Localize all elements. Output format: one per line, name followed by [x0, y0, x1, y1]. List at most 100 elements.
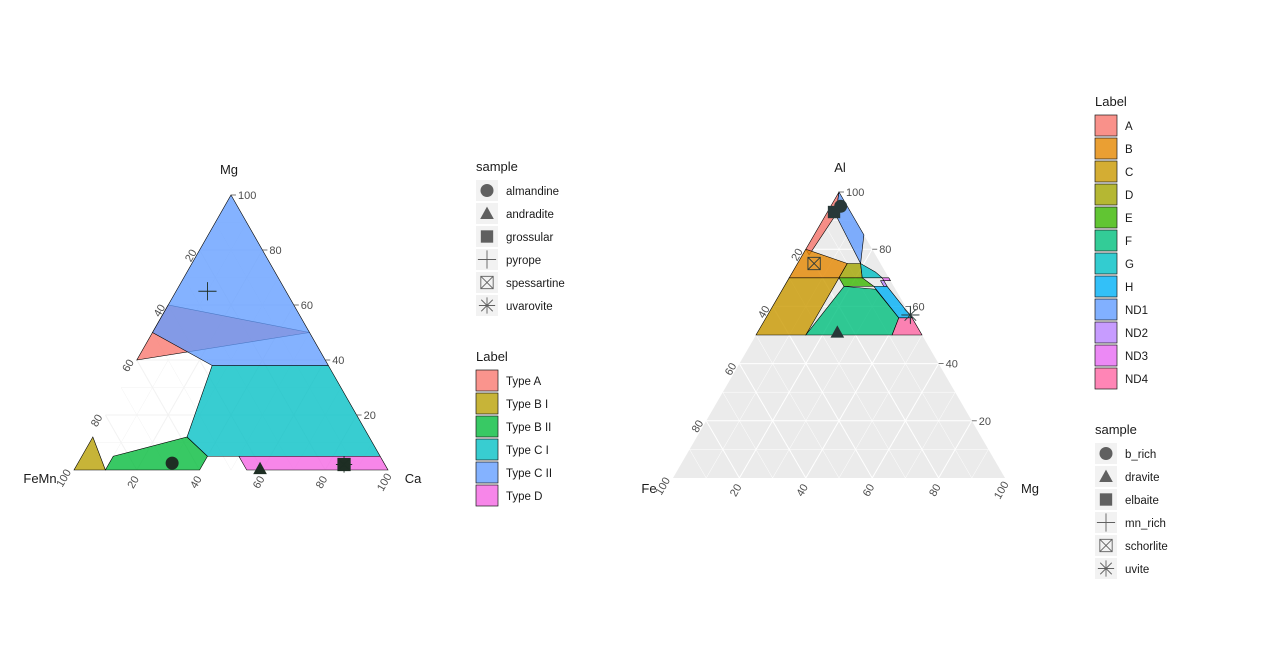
legend-key	[1094, 252, 1118, 275]
axis-label-right: Mg	[1021, 481, 1039, 496]
sample-point-4	[198, 282, 217, 301]
legend-item-label: A	[1125, 121, 1133, 133]
legend-key	[1094, 206, 1118, 229]
sample-point-2	[253, 461, 267, 475]
tick-right-4: 80	[927, 482, 944, 499]
region-11	[881, 277, 891, 281]
legend-key	[477, 250, 497, 269]
sample-point-2	[830, 325, 845, 338]
legend-key	[1094, 160, 1118, 183]
tick-left-4: 80	[89, 413, 106, 430]
legend-item-label: ND2	[1125, 328, 1148, 340]
tick-top-4: 80	[269, 245, 281, 257]
sample-point-1	[165, 456, 179, 470]
legend-item-label: Type A	[506, 376, 541, 388]
legend-item-label: elbaite	[1125, 495, 1159, 507]
tick-right-2: 40	[794, 482, 811, 499]
legend-label: Label Type A Type B I Type B II Type C I Type…	[475, 349, 552, 507]
region-2	[73, 436, 106, 471]
region-4	[186, 365, 381, 457]
tick-top-2: 40	[332, 355, 344, 367]
legend-key	[475, 392, 499, 415]
regions	[755, 191, 923, 336]
legend-key	[480, 275, 494, 290]
tick-left-5: 100	[54, 468, 74, 490]
tick-left-2: 40	[152, 303, 169, 320]
legend-item-label: grossular	[506, 232, 553, 244]
tick-right-5: 100	[375, 472, 395, 494]
sample-points	[165, 282, 353, 475]
legend-item-label: uvarovite	[506, 301, 553, 313]
legend-item-label: Type C II	[506, 468, 552, 480]
legend-key	[1099, 538, 1113, 553]
legend-key	[480, 206, 494, 220]
legend-key	[1094, 275, 1118, 298]
region-6	[238, 455, 389, 471]
legend-key	[478, 297, 496, 314]
legend-key	[480, 184, 494, 197]
legend-key	[1094, 114, 1118, 137]
sample-point-6	[902, 306, 919, 324]
regions	[73, 194, 389, 471]
legend-item-label: H	[1125, 282, 1133, 294]
legend-title: sample	[476, 159, 518, 174]
tick-top-4: 80	[879, 244, 891, 256]
legend-item-label: C	[1125, 167, 1133, 179]
tick-right-4: 80	[314, 474, 331, 491]
legend-item-label: F	[1125, 236, 1132, 248]
legend-item-label: ND3	[1125, 351, 1148, 363]
tick-left-1: 20	[789, 247, 806, 264]
region-5	[152, 194, 329, 366]
legend-title: Label	[476, 349, 508, 364]
legend-key	[1094, 229, 1118, 252]
tick-left-1: 20	[183, 248, 200, 265]
sample-point-6	[335, 456, 353, 473]
legend-item-label: Type B II	[506, 422, 551, 434]
legend-key	[1094, 367, 1118, 390]
legend-item-label: mn_rich	[1125, 518, 1166, 530]
legend-item-label: ND4	[1125, 374, 1149, 386]
ternary-chart-1: 20 20 20 40 40 40 60 60 60 80 80 80 100 100 100 Mg FeMn C…	[23, 159, 565, 507]
legend-title: Label	[1095, 94, 1127, 109]
legend-item-label: Type D	[506, 491, 542, 503]
axis-label-right: Ca	[405, 471, 422, 486]
legend-key	[1094, 183, 1118, 206]
tick-right-3: 60	[861, 482, 878, 499]
sample-point-5	[807, 256, 821, 271]
legend-item-label: spessartine	[506, 278, 565, 290]
tick-left-3: 60	[120, 358, 137, 375]
legend-key	[1094, 298, 1118, 321]
tick-left-4: 80	[690, 418, 707, 435]
legend-item-label: D	[1125, 190, 1133, 202]
legend-key	[475, 438, 499, 461]
tick-top-2: 40	[946, 359, 958, 371]
legend-title: sample	[1095, 422, 1137, 437]
legend-item-label: uvite	[1125, 564, 1149, 576]
legend-item-label: G	[1125, 259, 1134, 271]
axis-label-top: Al	[834, 160, 846, 175]
legend-item-label: Type B I	[506, 399, 548, 411]
tick-right-1: 20	[125, 474, 142, 491]
tick-right-3: 60	[251, 474, 268, 491]
legend-item-label: andradite	[506, 209, 554, 221]
tick-top-5: 100	[238, 190, 256, 202]
legend-key	[1094, 137, 1118, 160]
tick-top-1: 20	[364, 410, 376, 422]
legend-item-label: ND1	[1125, 305, 1148, 317]
legend-key	[475, 415, 499, 438]
legend-item-label: almandine	[506, 186, 559, 198]
axis-label-left: FeMn	[23, 471, 56, 486]
legend-key	[475, 461, 499, 484]
legend-key	[475, 484, 499, 507]
legend-key	[480, 230, 494, 243]
axis-label-left: Fe	[641, 481, 656, 496]
tick-left-3: 60	[723, 361, 740, 378]
tick-top-1: 20	[979, 416, 991, 428]
legend-key	[1094, 321, 1118, 344]
legend-key	[1097, 560, 1115, 577]
tick-right-1: 20	[728, 482, 745, 499]
legend-item-label: schorlite	[1125, 541, 1168, 553]
tick-left-2: 40	[756, 304, 773, 321]
